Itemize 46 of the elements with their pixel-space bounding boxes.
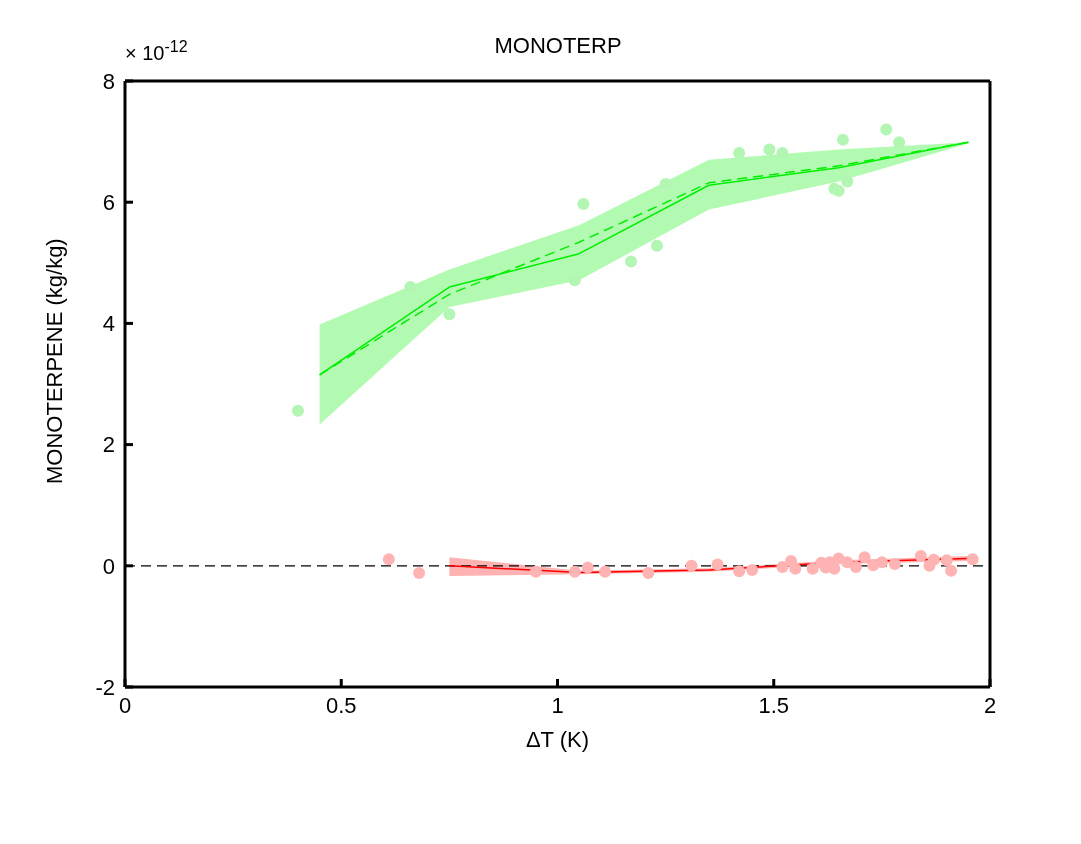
point [763, 143, 776, 156]
y-tick-label: 4 [102, 311, 115, 337]
point [642, 567, 655, 580]
x-tick-label: 0.5 [325, 692, 357, 718]
point [940, 554, 953, 567]
point [581, 561, 594, 574]
point [836, 133, 849, 146]
point [849, 561, 862, 574]
y-tick-label: 8 [102, 68, 115, 94]
y-tick-label: 0 [102, 553, 115, 579]
point [685, 559, 698, 572]
point [806, 562, 819, 575]
point [875, 556, 888, 569]
x-tick-label: 1 [551, 692, 564, 718]
text: × 10$^{-12}$ [125, 37, 188, 64]
point [789, 562, 802, 575]
point [841, 556, 854, 569]
point [966, 553, 979, 566]
y-tick-label: 6 [102, 190, 115, 216]
point [443, 308, 456, 321]
point [382, 553, 395, 566]
x-tick-label: 0 [118, 692, 132, 718]
x-tick-label: 1.5 [758, 692, 790, 718]
y-axis-title: MONOTERPENE (kg/kg) [41, 238, 67, 484]
point [711, 558, 724, 571]
point [413, 567, 426, 580]
point [880, 123, 893, 136]
point [858, 551, 871, 564]
point [945, 564, 958, 577]
point [577, 198, 590, 211]
y-tick-label: 2 [102, 432, 115, 458]
point [746, 564, 759, 577]
point [888, 557, 901, 570]
point [625, 255, 638, 268]
x-axis-title: ΔT (K) [525, 727, 590, 752]
point [650, 239, 663, 252]
x-tick-label: 2 [983, 692, 997, 718]
point [927, 553, 940, 566]
point [292, 404, 304, 417]
point [776, 561, 789, 574]
y-tick-label: -2 [95, 674, 115, 700]
point [599, 565, 612, 578]
point [733, 565, 746, 578]
chart-title: MONOTERP [494, 33, 622, 58]
point [568, 565, 581, 578]
point [529, 565, 542, 578]
